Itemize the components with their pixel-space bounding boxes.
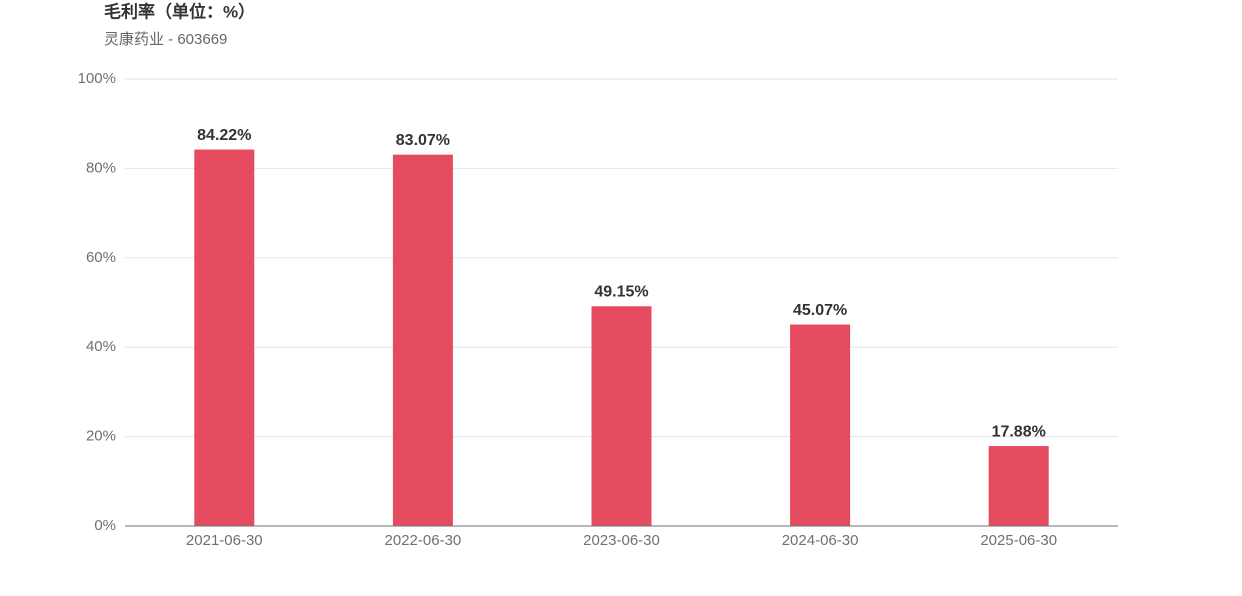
x-tick-label: 2022-06-30	[385, 532, 462, 549]
data-label: 17.88%	[992, 423, 1046, 440]
chart-subtitle: 灵康药业 - 603669	[104, 31, 227, 48]
x-tick-label: 2023-06-30	[583, 532, 660, 549]
bar	[194, 149, 255, 526]
x-tick-label: 2024-06-30	[782, 532, 859, 549]
data-label: 83.07%	[396, 132, 450, 149]
bar	[591, 306, 652, 526]
bar	[392, 154, 453, 526]
chart-title: 毛利率（单位：%）	[104, 1, 255, 21]
x-tick-label: 2025-06-30	[980, 532, 1057, 549]
data-label: 84.22%	[197, 127, 251, 144]
data-label: 49.15%	[594, 284, 648, 301]
y-tick-label: 80%	[86, 159, 116, 176]
bar	[988, 446, 1049, 526]
bar	[790, 324, 851, 526]
y-tick-label: 40%	[86, 338, 116, 355]
y-tick-label: 0%	[94, 517, 116, 534]
y-tick-label: 100%	[78, 70, 116, 87]
x-tick-label: 2021-06-30	[186, 532, 263, 549]
y-tick-label: 60%	[86, 249, 116, 266]
y-tick-label: 20%	[86, 428, 116, 445]
data-label: 45.07%	[793, 302, 847, 319]
